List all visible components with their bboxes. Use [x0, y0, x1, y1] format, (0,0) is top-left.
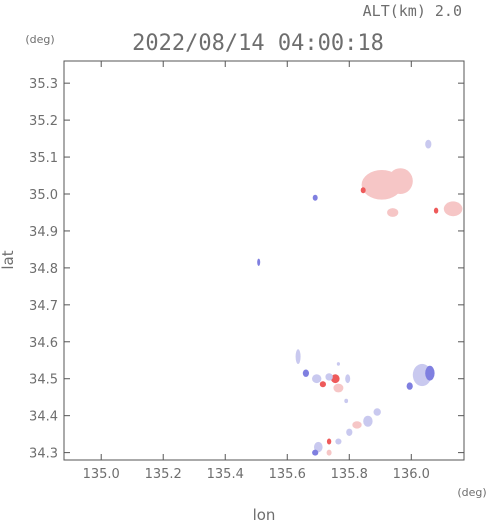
x-unit-label: (deg) [457, 486, 486, 499]
data-cell [312, 194, 318, 201]
data-cell [335, 438, 342, 445]
data-cell [387, 208, 399, 217]
x-axis-ticks: 135.0 135.2 135.4 135.6 135.8 136.0 [83, 61, 430, 482]
y-tick-label: 35.2 [29, 114, 58, 129]
x-axis-label: lon [253, 506, 276, 521]
y-tick-label: 34.6 [29, 336, 58, 351]
x-tick-label: 136.0 [393, 467, 430, 482]
data-cells [257, 139, 463, 456]
data-cell [360, 187, 366, 194]
y-tick-label: 35.0 [29, 188, 58, 203]
data-cell [325, 373, 333, 381]
y-tick-label: 34.5 [29, 373, 58, 388]
y-tick-label: 34.4 [29, 410, 58, 425]
chart-title: 2022/08/14 04:00:18 [132, 31, 384, 56]
data-cell [352, 421, 362, 429]
data-cell [406, 382, 413, 390]
y-axis-ticks: 34.3 34.4 34.5 34.6 34.7 34.8 34.9 35.0 35.1 35.2… [29, 77, 464, 462]
data-cell [319, 381, 326, 388]
data-cell [425, 365, 435, 381]
data-cell [344, 398, 349, 404]
data-cell [345, 374, 351, 384]
y-unit-label: (deg) [25, 33, 54, 46]
plot-frame [63, 60, 465, 461]
y-tick-label: 35.3 [29, 77, 58, 92]
y-tick-label: 34.7 [29, 299, 58, 314]
y-tick-label: 35.1 [29, 151, 58, 166]
data-cell [363, 415, 373, 427]
data-cell [312, 374, 322, 384]
y-axis-label: lat [0, 250, 17, 269]
data-cell [326, 449, 332, 456]
data-cell [312, 449, 319, 456]
data-cell [433, 207, 439, 214]
x-tick-label: 135.2 [145, 467, 182, 482]
y-tick-label: 34.8 [29, 262, 58, 277]
y-tick-label: 34.3 [29, 447, 58, 462]
data-cell [346, 428, 353, 436]
data-cell [331, 374, 340, 384]
y-tick-label: 34.9 [29, 225, 58, 240]
plot-area: 135.0 135.2 135.4 135.6 135.8 136.0 34.334.43… [29, 60, 465, 482]
x-tick-label: 135.4 [207, 467, 244, 482]
data-cell [333, 383, 344, 393]
data-cell [443, 201, 463, 217]
data-cell [326, 438, 332, 445]
data-cell [425, 139, 432, 149]
x-tick-label: 135.8 [331, 467, 368, 482]
altitude-label: ALT(km) 2.0 [363, 2, 462, 20]
data-cell [295, 349, 301, 364]
data-cell [302, 369, 309, 377]
data-cell [314, 441, 323, 453]
data-cell [257, 258, 261, 266]
data-cell [336, 362, 340, 366]
x-tick-label: 135.0 [83, 467, 120, 482]
data-cell [373, 408, 381, 416]
x-tick-label: 135.6 [269, 467, 306, 482]
data-cell [388, 168, 413, 195]
